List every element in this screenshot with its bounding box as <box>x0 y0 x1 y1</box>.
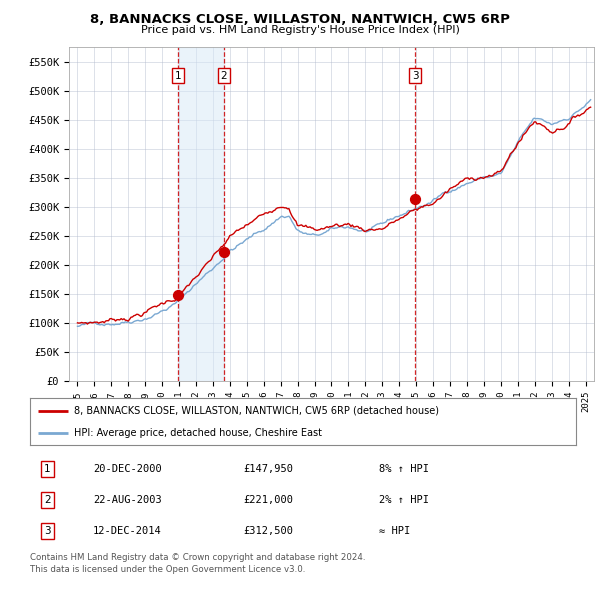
Text: 3: 3 <box>412 71 419 80</box>
Text: £221,000: £221,000 <box>243 495 293 505</box>
Text: 1: 1 <box>44 464 51 474</box>
Text: 8, BANNACKS CLOSE, WILLASTON, NANTWICH, CW5 6RP: 8, BANNACKS CLOSE, WILLASTON, NANTWICH, … <box>90 13 510 26</box>
Text: HPI: Average price, detached house, Cheshire East: HPI: Average price, detached house, Ches… <box>74 428 322 438</box>
Text: 20-DEC-2000: 20-DEC-2000 <box>93 464 161 474</box>
Text: 22-AUG-2003: 22-AUG-2003 <box>93 495 161 505</box>
Point <box>219 248 229 257</box>
Text: Price paid vs. HM Land Registry's House Price Index (HPI): Price paid vs. HM Land Registry's House … <box>140 25 460 35</box>
Text: ≈ HPI: ≈ HPI <box>379 526 410 536</box>
Text: 2% ↑ HPI: 2% ↑ HPI <box>379 495 430 505</box>
Point <box>173 290 183 300</box>
Text: 3: 3 <box>44 526 51 536</box>
Text: 8, BANNACKS CLOSE, WILLASTON, NANTWICH, CW5 6RP (detached house): 8, BANNACKS CLOSE, WILLASTON, NANTWICH, … <box>74 406 439 416</box>
Point <box>410 195 420 204</box>
Text: £147,950: £147,950 <box>243 464 293 474</box>
Text: 2: 2 <box>44 495 51 505</box>
Text: This data is licensed under the Open Government Licence v3.0.: This data is licensed under the Open Gov… <box>30 565 305 574</box>
Text: 2: 2 <box>220 71 227 80</box>
Bar <box>178 47 224 381</box>
Text: 1: 1 <box>175 71 182 80</box>
Text: Contains HM Land Registry data © Crown copyright and database right 2024.: Contains HM Land Registry data © Crown c… <box>30 553 365 562</box>
Text: £312,500: £312,500 <box>243 526 293 536</box>
Text: 12-DEC-2014: 12-DEC-2014 <box>93 526 161 536</box>
Text: 8% ↑ HPI: 8% ↑ HPI <box>379 464 430 474</box>
